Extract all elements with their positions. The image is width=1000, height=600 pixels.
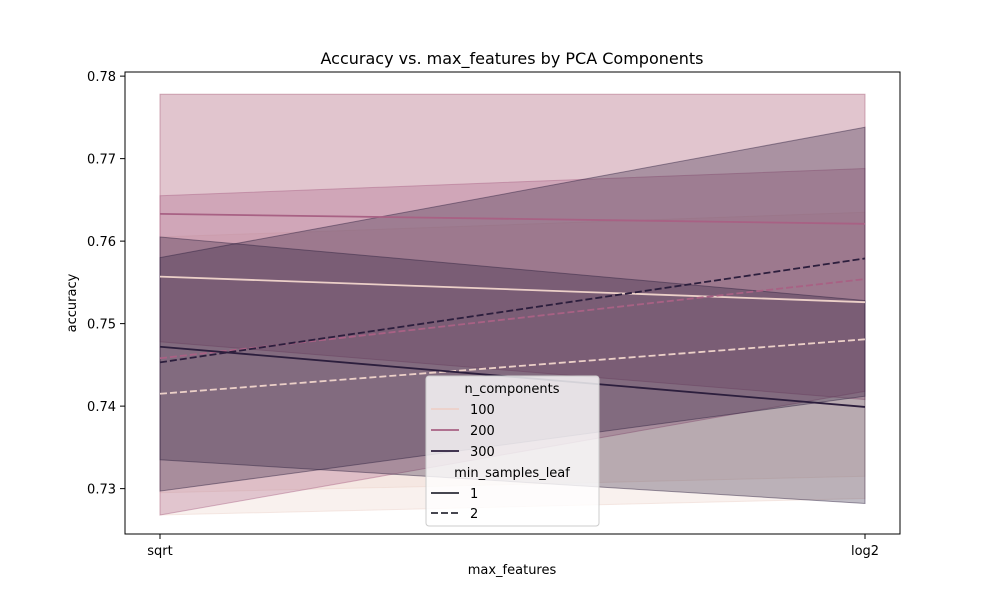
y-axis-ticks: 0.73 0.74 0.75 0.76 0.77 0.78 <box>87 70 125 498</box>
y-axis-label: accuracy <box>65 273 80 332</box>
legend-style-entries: 12 <box>431 487 478 522</box>
x-tick-label: sqrt <box>147 544 172 559</box>
y-tick-label: 0.77 <box>87 153 116 168</box>
legend-style-label-2: 2 <box>470 507 478 522</box>
legend-hue-title: n_components <box>464 382 559 397</box>
legend-label-100: 100 <box>470 403 495 418</box>
x-axis-label: max_features <box>468 563 557 578</box>
x-tick-label: log2 <box>851 544 879 559</box>
legend-label-300: 300 <box>470 445 495 460</box>
ci-band-200-msl2 <box>159 168 866 516</box>
legend-style-label-1: 1 <box>470 487 478 502</box>
legend-label-200: 200 <box>470 424 495 439</box>
y-tick-label: 0.75 <box>87 318 116 333</box>
ci-band-200-msl1 <box>159 93 866 401</box>
legend-box <box>425 375 600 527</box>
ci-band-100-msl1 <box>159 93 866 494</box>
y-tick-label: 0.74 <box>87 400 116 415</box>
ci-band-300-msl1 <box>159 236 866 505</box>
y-tick-label: 0.73 <box>87 483 116 498</box>
x-axis-ticks: sqrt log2 <box>147 534 879 559</box>
ci-band-300-msl2 <box>159 126 866 492</box>
plot-frame <box>124 71 901 535</box>
series-line-200-msl2 <box>159 278 866 360</box>
legend-hue-entries: 100 200 300 <box>431 403 495 460</box>
confidence-bands <box>159 93 866 516</box>
legend-style-title: min_samples_leaf <box>454 466 570 481</box>
y-tick-label: 0.76 <box>87 235 116 250</box>
chart-title: Accuracy vs. max_features by PCA Compone… <box>321 49 704 69</box>
series-line-300-msl2 <box>159 257 866 364</box>
series-line-100-msl2 <box>159 338 866 395</box>
series-line-100-msl1 <box>159 275 866 304</box>
series-line-200-msl1 <box>159 213 866 225</box>
y-tick-label: 0.78 <box>87 70 116 85</box>
